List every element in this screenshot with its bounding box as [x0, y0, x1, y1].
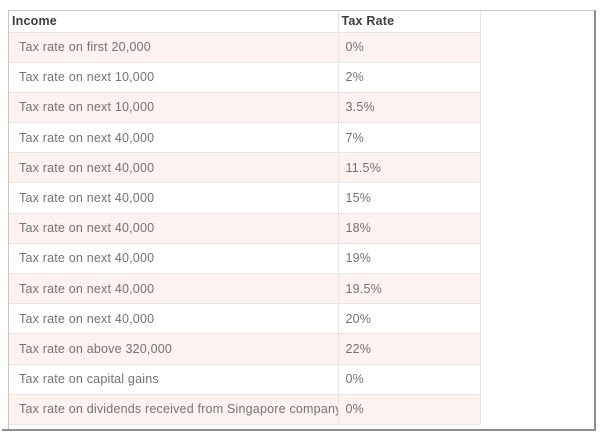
- tax-rate-cell: 19.5%: [338, 273, 481, 305]
- table-row: Tax rate on next 40,000 19%: [9, 243, 481, 275]
- income-cell: Tax rate on next 40,000: [9, 273, 339, 305]
- bottom-border-rule: [2, 429, 596, 431]
- table-row: Tax rate on capital gains 0%: [9, 364, 481, 395]
- table-row: Tax rate on above 320,000 22%: [9, 333, 481, 365]
- column-header-income: Income: [9, 11, 339, 33]
- income-cell: Tax rate on next 40,000: [9, 243, 339, 275]
- table-row: Tax rate on next 40,000 11.5%: [9, 152, 481, 184]
- tax-rate-cell: 20%: [338, 303, 481, 335]
- table-row: Tax rate on next 40,000 20%: [9, 303, 481, 335]
- tax-rate-cell: 0%: [338, 32, 481, 63]
- tax-rate-cell: 15%: [338, 182, 481, 214]
- income-cell: Tax rate on next 40,000: [9, 182, 339, 214]
- table-row: Tax rate on next 40,000 18%: [9, 213, 481, 244]
- column-header-tax-rate: Tax Rate: [338, 11, 481, 33]
- table-row: Tax rate on dividends received from Sing…: [9, 394, 481, 425]
- tax-rate-cell: 2%: [338, 62, 481, 93]
- tax-rate-cell: 11.5%: [338, 152, 481, 184]
- income-cell: Tax rate on first 20,000: [9, 32, 339, 63]
- income-cell: Tax rate on above 320,000: [9, 333, 339, 365]
- header-row: Income Tax Rate: [9, 11, 481, 33]
- income-cell: Tax rate on next 40,000: [9, 152, 339, 184]
- tax-rate-cell: 18%: [338, 213, 481, 244]
- tax-rate-table: Income Tax Rate Tax rate on first 20,000…: [9, 11, 481, 425]
- table-row: Tax rate on next 40,000 15%: [9, 182, 481, 214]
- table-row: Tax rate on next 10,000 2%: [9, 62, 481, 93]
- tax-rate-cell: 22%: [338, 333, 481, 365]
- tax-rate-cell: 3.5%: [338, 92, 481, 124]
- income-cell: Tax rate on next 10,000: [9, 92, 339, 124]
- table-row: Tax rate on next 40,000 19.5%: [9, 273, 481, 305]
- tax-table-container: Income Tax Rate Tax rate on first 20,000…: [8, 10, 596, 429]
- tax-rate-cell: 0%: [338, 394, 481, 425]
- tax-rate-cell: 19%: [338, 243, 481, 275]
- table-row: Tax rate on next 10,000 3.5%: [9, 92, 481, 124]
- income-cell: Tax rate on next 40,000: [9, 213, 339, 244]
- table-body: Tax rate on first 20,000 0% Tax rate on ne…: [9, 32, 481, 425]
- income-cell: Tax rate on dividends received from Sing…: [9, 394, 339, 425]
- tax-rate-cell: 7%: [338, 122, 481, 154]
- income-cell: Tax rate on next 40,000: [9, 303, 339, 335]
- income-cell: Tax rate on capital gains: [9, 364, 339, 395]
- table-row: Tax rate on next 40,000 7%: [9, 122, 481, 154]
- income-cell: Tax rate on next 40,000: [9, 122, 339, 154]
- table-row: Tax rate on first 20,000 0%: [9, 32, 481, 63]
- tax-rate-cell: 0%: [338, 364, 481, 395]
- income-cell: Tax rate on next 10,000: [9, 62, 339, 93]
